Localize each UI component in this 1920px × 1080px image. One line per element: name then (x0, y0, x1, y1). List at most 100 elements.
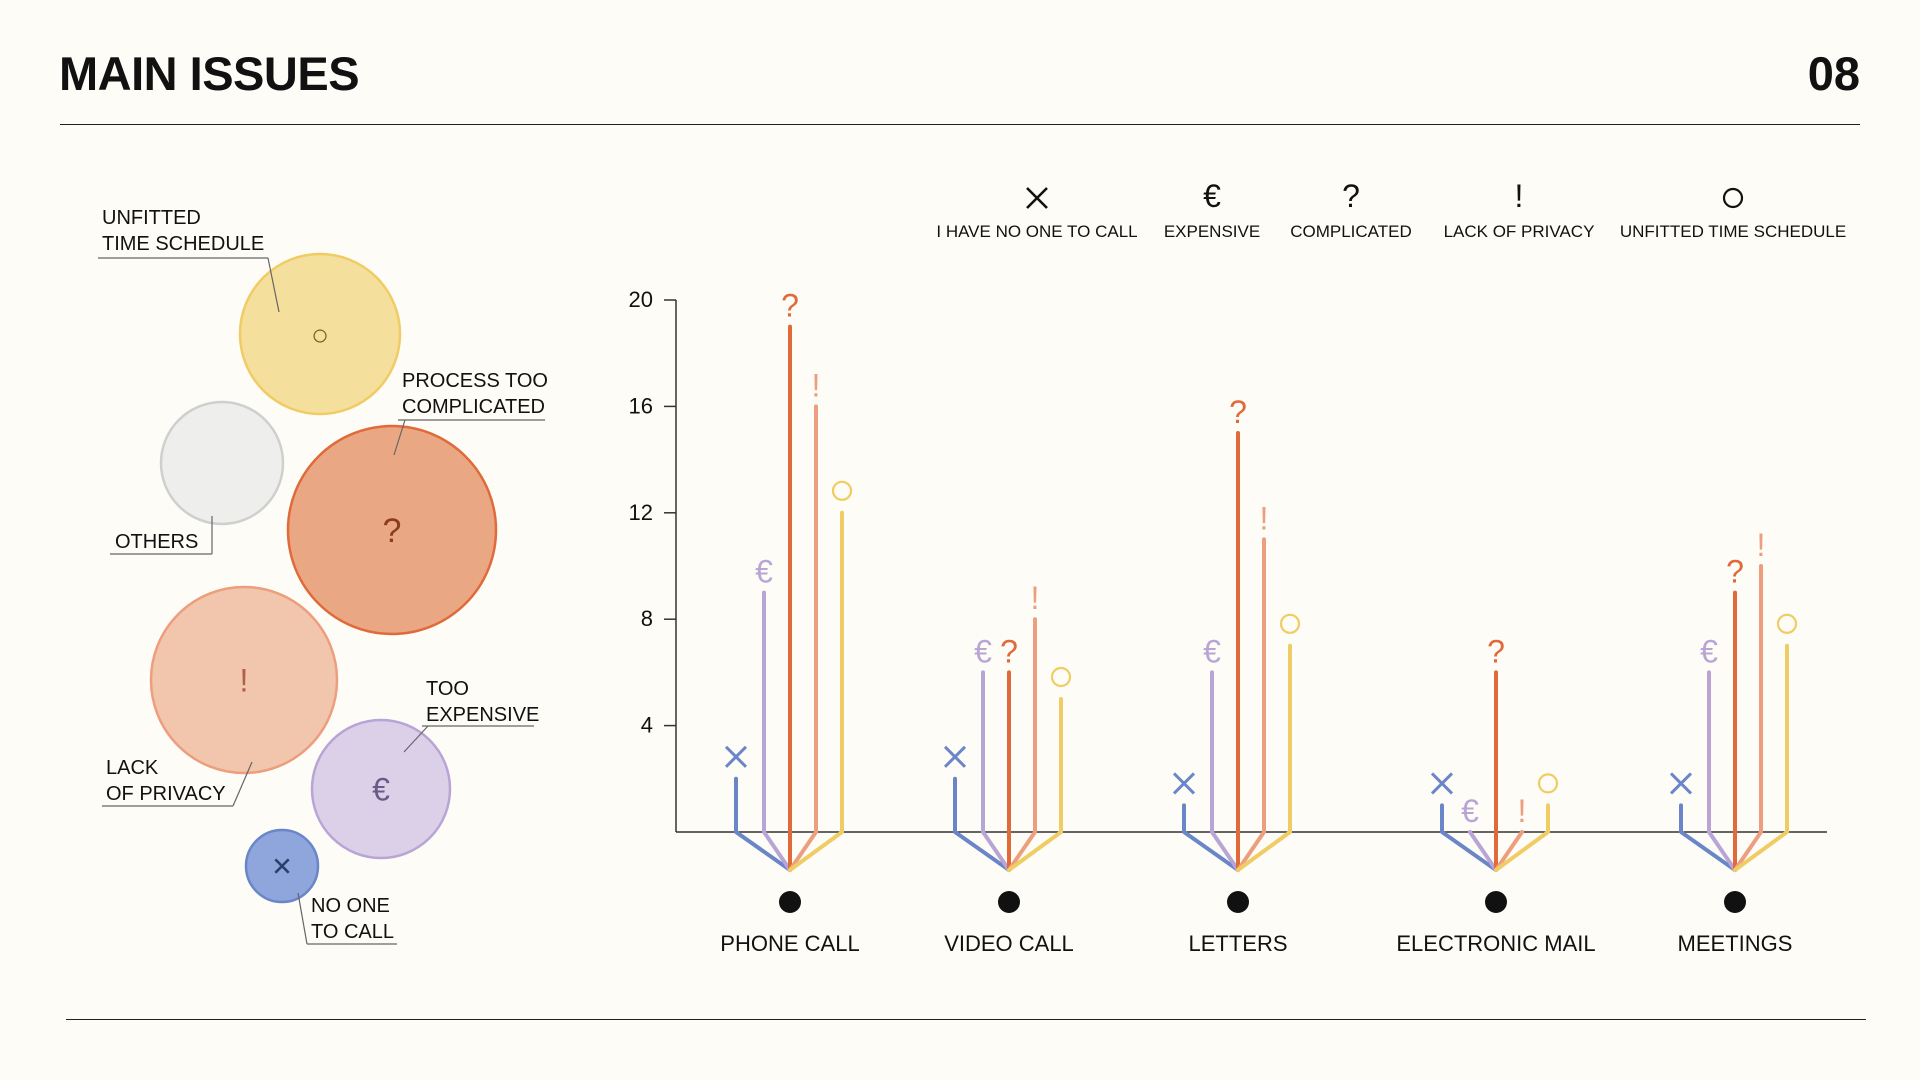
y-tick-label: 4 (641, 713, 653, 738)
stem-marker-circle-icon (1776, 613, 1798, 634)
stem-expensive (1707, 670, 1737, 872)
stem-privacy (1236, 537, 1266, 872)
legend-label: EXPENSIVE (1164, 222, 1260, 241)
stem-marker-expensive-icon: € (974, 633, 992, 669)
leader-line (232, 761, 253, 807)
stem-marker-complicated-icon: ? (1000, 633, 1018, 669)
privacy-symbol-icon: ! (240, 663, 249, 699)
stem-marker-expensive-icon: € (1203, 633, 1221, 669)
bubble-others: OTHERS (110, 400, 285, 555)
stem-expensive (1468, 830, 1498, 872)
stem-privacy (1007, 617, 1037, 872)
stem-marker-privacy-icon: ! (1518, 793, 1527, 829)
x-icon (1026, 187, 1048, 209)
bubble-label-expensive: TOO (426, 678, 469, 700)
bubble-cluster: ○ UNFITTED TIME SCHEDULE OTHERS ? PROCESS TOO… (98, 207, 548, 945)
stem-schedule (1007, 697, 1063, 872)
y-tick-label: 8 (641, 606, 653, 631)
no_one-circle (244, 828, 320, 904)
y-tick-label: 16 (629, 393, 653, 418)
page-number: 08 (1807, 47, 1860, 100)
legend-symbol-icon: € (1203, 178, 1221, 214)
leader-line (403, 725, 429, 753)
leader-line (297, 892, 308, 945)
bubble-label-complicated: COMPLICATED (402, 396, 545, 418)
stem-no_one (953, 776, 1011, 872)
stem-schedule (1494, 803, 1550, 872)
stem-expensive (981, 670, 1011, 872)
stem-marker-x-icon (724, 745, 748, 768)
stem-marker-complicated-icon: ? (781, 288, 799, 324)
stem-no_one (734, 776, 792, 872)
stem-no_one (1182, 803, 1240, 872)
stem-marker-x-icon (1430, 772, 1454, 795)
no_one-symbol-icon: ✕ (271, 851, 293, 881)
stem-marker-expensive-icon: € (1461, 793, 1479, 829)
category-group-letters: €?! LETTERS (1172, 394, 1301, 956)
top-divider (60, 124, 1860, 125)
page-title: MAIN ISSUES (59, 47, 360, 100)
stem-privacy (788, 404, 818, 872)
bubble-schedule: ○ UNFITTED TIME SCHEDULE (98, 207, 402, 416)
stem-schedule (788, 510, 844, 872)
legend-label: COMPLICATED (1290, 222, 1412, 241)
y-tick-label: 20 (629, 287, 653, 312)
stem-schedule (1236, 643, 1292, 872)
stem-marker-privacy-icon: ! (812, 367, 821, 403)
category-group-video-call: € ?! VIDEO CALL (943, 580, 1074, 956)
stem-privacy (1733, 564, 1763, 872)
stem-marker-expensive-icon: € (755, 554, 773, 590)
bubble-label-no_one: NO ONE (311, 895, 390, 917)
bubble-no_one: ✕ NO ONE TO CALL (244, 828, 397, 945)
stem-marker-privacy-icon: ! (1757, 527, 1766, 563)
complicated-circle (286, 424, 498, 636)
expensive-symbol-icon: € (372, 772, 390, 808)
circle-icon (1722, 187, 1744, 209)
stem-marker-expensive-icon: € (1700, 633, 1718, 669)
legend-symbol-icon: ? (1342, 178, 1360, 214)
bubble-expensive: € TOO EXPENSIVE (310, 678, 539, 860)
bubble-label-no_one: TO CALL (311, 921, 394, 943)
stem-marker-circle-icon (1279, 613, 1301, 634)
category-node-dot (1485, 891, 1507, 913)
stem-marker-complicated-icon: ? (1229, 394, 1247, 430)
complicated-symbol-icon: ? (383, 512, 402, 550)
bubble-label-privacy: OF PRIVACY (106, 783, 226, 805)
category-node-dot (998, 891, 1020, 913)
legend-item: € EXPENSIVE (1164, 178, 1260, 241)
category-group-meetings: €?! MEETINGS (1669, 527, 1798, 956)
bubble-label-privacy: LACK (106, 757, 159, 779)
stem-marker-x-icon (943, 745, 967, 768)
stem-marker-circle-icon (1050, 666, 1072, 688)
legend-item: ? COMPLICATED (1290, 178, 1412, 241)
legend-item: ! LACK OF PRIVACY (1444, 178, 1595, 241)
stem-marker-privacy-icon: ! (1260, 500, 1269, 536)
bubble-privacy: ! LACK OF PRIVACY (102, 585, 339, 807)
stem-expensive (762, 590, 792, 872)
legend-label: LACK OF PRIVACY (1444, 222, 1595, 241)
expensive-circle (310, 718, 452, 860)
legend-label: I HAVE NO ONE TO CALL (936, 222, 1137, 241)
bubble-label-schedule: UNFITTED (102, 207, 201, 229)
stem-marker-complicated-icon: ? (1726, 554, 1744, 590)
chart-legend: I HAVE NO ONE TO CALL € EXPENSIVE? COMPLICA… (936, 178, 1846, 241)
schedule-circle (238, 252, 402, 416)
chart-stems: €?! PHONE CALL € ?! VIDEO CALL €?! LETTERS €?! E… (720, 288, 1798, 956)
leader-line (393, 419, 406, 456)
stem-marker-circle-icon (831, 480, 853, 501)
bubble-label-schedule: TIME SCHEDULE (102, 233, 264, 255)
stem-schedule (1733, 643, 1789, 872)
others-circle (159, 400, 285, 526)
legend-item: I HAVE NO ONE TO CALL (936, 187, 1138, 241)
leader-line (267, 257, 280, 313)
category-label: PHONE CALL (720, 931, 859, 956)
stem-expensive (1210, 670, 1240, 872)
legend-label: UNFITTED TIME SCHEDULE (1620, 222, 1846, 241)
privacy-circle (149, 585, 339, 775)
category-label: LETTERS (1188, 931, 1287, 956)
bubble-label-others: OTHERS (115, 531, 198, 553)
stem-marker-x-icon (1172, 772, 1196, 795)
y-tick-label: 12 (629, 500, 653, 525)
stem-marker-complicated-icon: ? (1487, 633, 1505, 669)
